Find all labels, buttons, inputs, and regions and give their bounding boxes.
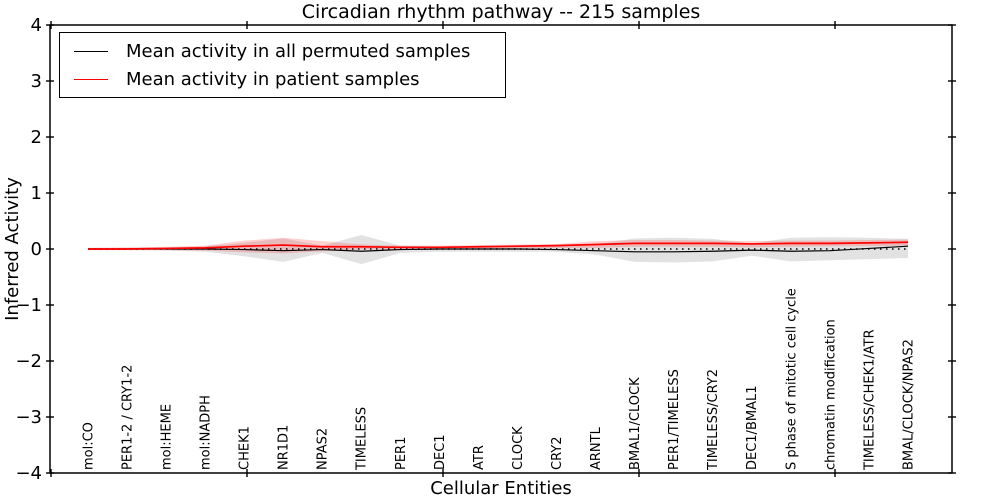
x-category-label: mol:HEME bbox=[160, 404, 175, 470]
x-category-label: PER1/TIMELESS bbox=[667, 369, 682, 470]
x-category-label: ATR bbox=[472, 445, 487, 470]
y-tick-label: 4 bbox=[31, 15, 42, 36]
legend: Mean activity in all permuted samples Me… bbox=[59, 32, 506, 98]
x-axis-label: Cellular Entities bbox=[430, 478, 572, 499]
chart-title: Circadian rhythm pathway -- 215 samples bbox=[301, 1, 701, 23]
x-category-label: TIMELESS/CHEK1/ATR bbox=[862, 329, 877, 471]
x-category-label: TIMELESS bbox=[355, 407, 370, 471]
legend-item-permuted: Mean activity in all permuted samples bbox=[60, 37, 505, 65]
x-category-label: NR1D1 bbox=[277, 425, 292, 470]
legend-item-patient: Mean activity in patient samples bbox=[60, 65, 505, 93]
y-tick-label: −2 bbox=[15, 351, 42, 372]
legend-label-permuted: Mean activity in all permuted samples bbox=[126, 40, 471, 62]
permuted-line-swatch-icon bbox=[74, 50, 108, 52]
y-tick-label: −1 bbox=[15, 295, 42, 316]
x-category-label: NPAS2 bbox=[316, 428, 331, 470]
x-category-label: S phase of mitotic cell cycle bbox=[784, 288, 799, 470]
x-category-label: TIMELESS/CRY2 bbox=[706, 369, 721, 471]
patient-mean-line bbox=[88, 241, 909, 250]
x-category-label: CLOCK bbox=[511, 426, 526, 470]
y-tick-label: 2 bbox=[31, 127, 42, 148]
x-category-label: ARNTL bbox=[589, 426, 604, 470]
x-category-label: chromatin modification bbox=[823, 319, 838, 470]
y-axis-label: Inferred Activity bbox=[2, 177, 23, 321]
legend-label-patient: Mean activity in patient samples bbox=[126, 68, 420, 90]
y-tick-label: 1 bbox=[31, 183, 42, 204]
x-category-label: PER1-2 / CRY1-2 bbox=[120, 365, 135, 470]
x-category-label: BMAL/CLOCK/NPAS2 bbox=[901, 339, 916, 470]
y-tick-label: 3 bbox=[31, 71, 42, 92]
permuted-mean-line bbox=[88, 245, 909, 253]
x-category-label: mol:NADPH bbox=[199, 395, 214, 470]
y-tick-label: 0 bbox=[31, 239, 42, 260]
patient-line-swatch-icon bbox=[74, 78, 108, 80]
x-category-label: CRY2 bbox=[550, 437, 565, 471]
x-category-label: DEC1 bbox=[433, 434, 448, 470]
x-category-label: DEC1/BMAL1 bbox=[745, 386, 760, 471]
x-category-label: PER1 bbox=[394, 437, 409, 470]
x-category-label: mol:CO bbox=[81, 422, 96, 470]
x-category-label: CHEK1 bbox=[238, 426, 253, 470]
y-tick-label: −3 bbox=[15, 407, 42, 428]
y-tick-label: −4 bbox=[15, 463, 42, 484]
x-category-label: BMAL1/CLOCK bbox=[628, 377, 643, 470]
